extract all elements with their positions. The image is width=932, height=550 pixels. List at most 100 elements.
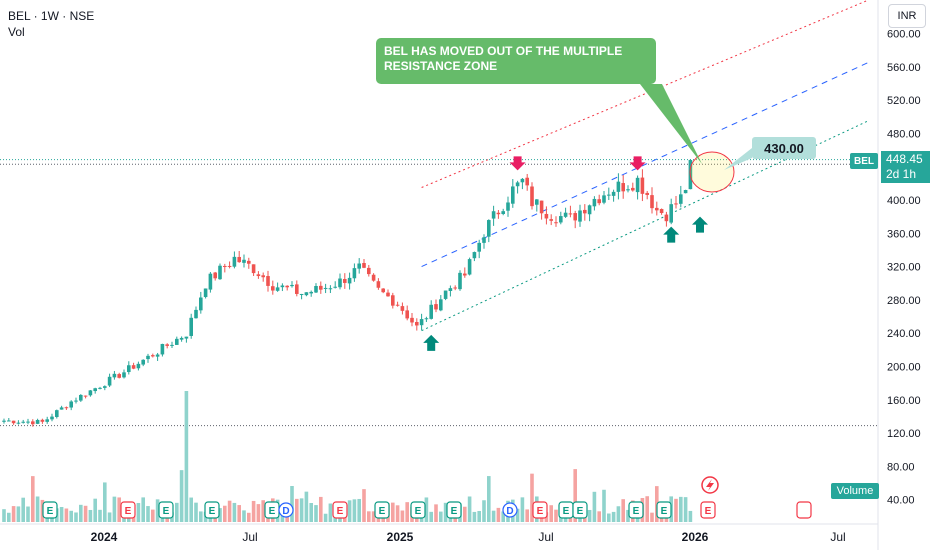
volume-bar bbox=[194, 502, 198, 522]
event-badge-letter: E bbox=[269, 506, 276, 517]
candle-body bbox=[88, 390, 93, 396]
volume-bar bbox=[443, 502, 448, 522]
candle-body bbox=[515, 182, 520, 187]
volume-bar bbox=[477, 510, 481, 522]
candle-body bbox=[189, 317, 193, 336]
volume-bar bbox=[520, 497, 525, 522]
volume-bar bbox=[184, 391, 189, 522]
volume-bar bbox=[352, 499, 357, 522]
candle-body bbox=[530, 186, 534, 207]
volume-bar bbox=[251, 500, 256, 522]
candle-body bbox=[107, 376, 112, 386]
volume-bar bbox=[179, 470, 184, 522]
candle-body bbox=[458, 272, 462, 290]
price-axis-label: 400.00 bbox=[887, 195, 921, 207]
currency-button[interactable]: INR bbox=[888, 4, 926, 28]
volume-bar bbox=[371, 511, 376, 522]
event-badge-letter: E bbox=[379, 506, 386, 517]
time-axis-label: 2025 bbox=[387, 530, 414, 544]
event-badge-letter: E bbox=[125, 506, 132, 517]
volume-bar bbox=[607, 513, 611, 522]
candle-body bbox=[74, 400, 78, 402]
volume-bar bbox=[319, 496, 323, 522]
candle-body bbox=[266, 276, 270, 286]
candle-body bbox=[616, 181, 621, 192]
volume-bar bbox=[11, 506, 16, 522]
candle-body bbox=[362, 263, 366, 268]
candle-body bbox=[583, 209, 587, 214]
candle-body bbox=[35, 419, 40, 424]
volume-bar bbox=[405, 502, 409, 522]
candle-body bbox=[280, 285, 285, 288]
earnings-badge-icon bbox=[120, 501, 136, 519]
candle-body bbox=[395, 304, 400, 306]
candle-body bbox=[165, 344, 169, 346]
down-arrow-marker bbox=[509, 156, 526, 171]
earnings-badge-icon bbox=[410, 501, 426, 519]
volume-bar bbox=[74, 512, 78, 522]
candle-body bbox=[443, 290, 448, 299]
volume-bar bbox=[621, 499, 625, 522]
candle-body bbox=[506, 202, 510, 211]
candle-body bbox=[199, 297, 203, 311]
candle-body bbox=[626, 189, 630, 191]
volume-bar bbox=[83, 505, 88, 522]
candle-body bbox=[487, 220, 491, 237]
candle-body bbox=[371, 274, 376, 281]
volume-bar bbox=[650, 512, 654, 522]
candle-body bbox=[563, 212, 568, 217]
candle-body bbox=[597, 199, 601, 204]
volume-bar bbox=[88, 509, 93, 522]
callout-annotation[interactable]: BEL HAS MOVED OUT OF THE MULTIPLE RESIST… bbox=[376, 38, 656, 84]
volume-bar bbox=[40, 499, 45, 522]
volume-bar bbox=[232, 502, 237, 522]
candle-body bbox=[127, 365, 131, 373]
candle-body bbox=[64, 407, 69, 409]
candle-body bbox=[194, 309, 198, 319]
candle-body bbox=[357, 263, 361, 269]
candle-body bbox=[525, 177, 529, 186]
volume-bar bbox=[554, 509, 558, 522]
candle-body bbox=[184, 336, 189, 339]
candle-body bbox=[141, 359, 145, 365]
candle-body bbox=[338, 278, 342, 288]
time-axis-label: Jul bbox=[242, 530, 257, 544]
volume-bar bbox=[429, 511, 433, 522]
volume-bar bbox=[242, 510, 246, 522]
candle-body bbox=[299, 293, 304, 295]
volume-bar bbox=[227, 500, 232, 522]
volume-bar bbox=[35, 496, 40, 522]
volume-label[interactable]: Volume bbox=[831, 483, 879, 499]
earnings-badge-icon bbox=[532, 501, 548, 519]
volume-bar bbox=[151, 509, 155, 522]
volume-bar bbox=[79, 504, 83, 522]
price-axis-label: 200.00 bbox=[887, 362, 921, 374]
candle-body bbox=[175, 338, 179, 345]
volume-bar bbox=[314, 505, 318, 522]
candle-body bbox=[247, 260, 251, 264]
earnings-badge-icon bbox=[158, 501, 174, 519]
candle-body bbox=[645, 192, 649, 195]
candle-body bbox=[491, 211, 496, 219]
candle-body bbox=[79, 394, 83, 401]
volume-bar bbox=[391, 502, 395, 522]
candle-body bbox=[232, 256, 237, 267]
candle-body bbox=[223, 265, 227, 267]
candle-body bbox=[98, 387, 102, 389]
candle-body bbox=[592, 198, 597, 207]
volume-bar bbox=[400, 510, 405, 522]
candle-body bbox=[424, 318, 429, 320]
volume-bar bbox=[247, 512, 251, 522]
candle-body bbox=[333, 286, 337, 288]
candle-body bbox=[482, 237, 486, 243]
volume-bar bbox=[323, 513, 328, 522]
volume-bar bbox=[347, 500, 352, 522]
candle-body bbox=[40, 419, 45, 422]
volume-bar bbox=[602, 489, 606, 522]
chart-header: BEL · 1W · NSE Vol bbox=[8, 8, 94, 40]
candle-body bbox=[2, 420, 6, 422]
target-label[interactable]: 430.00 bbox=[752, 137, 816, 159]
candle-body bbox=[314, 286, 318, 293]
candle-body bbox=[131, 365, 136, 369]
candle-body bbox=[146, 355, 150, 360]
